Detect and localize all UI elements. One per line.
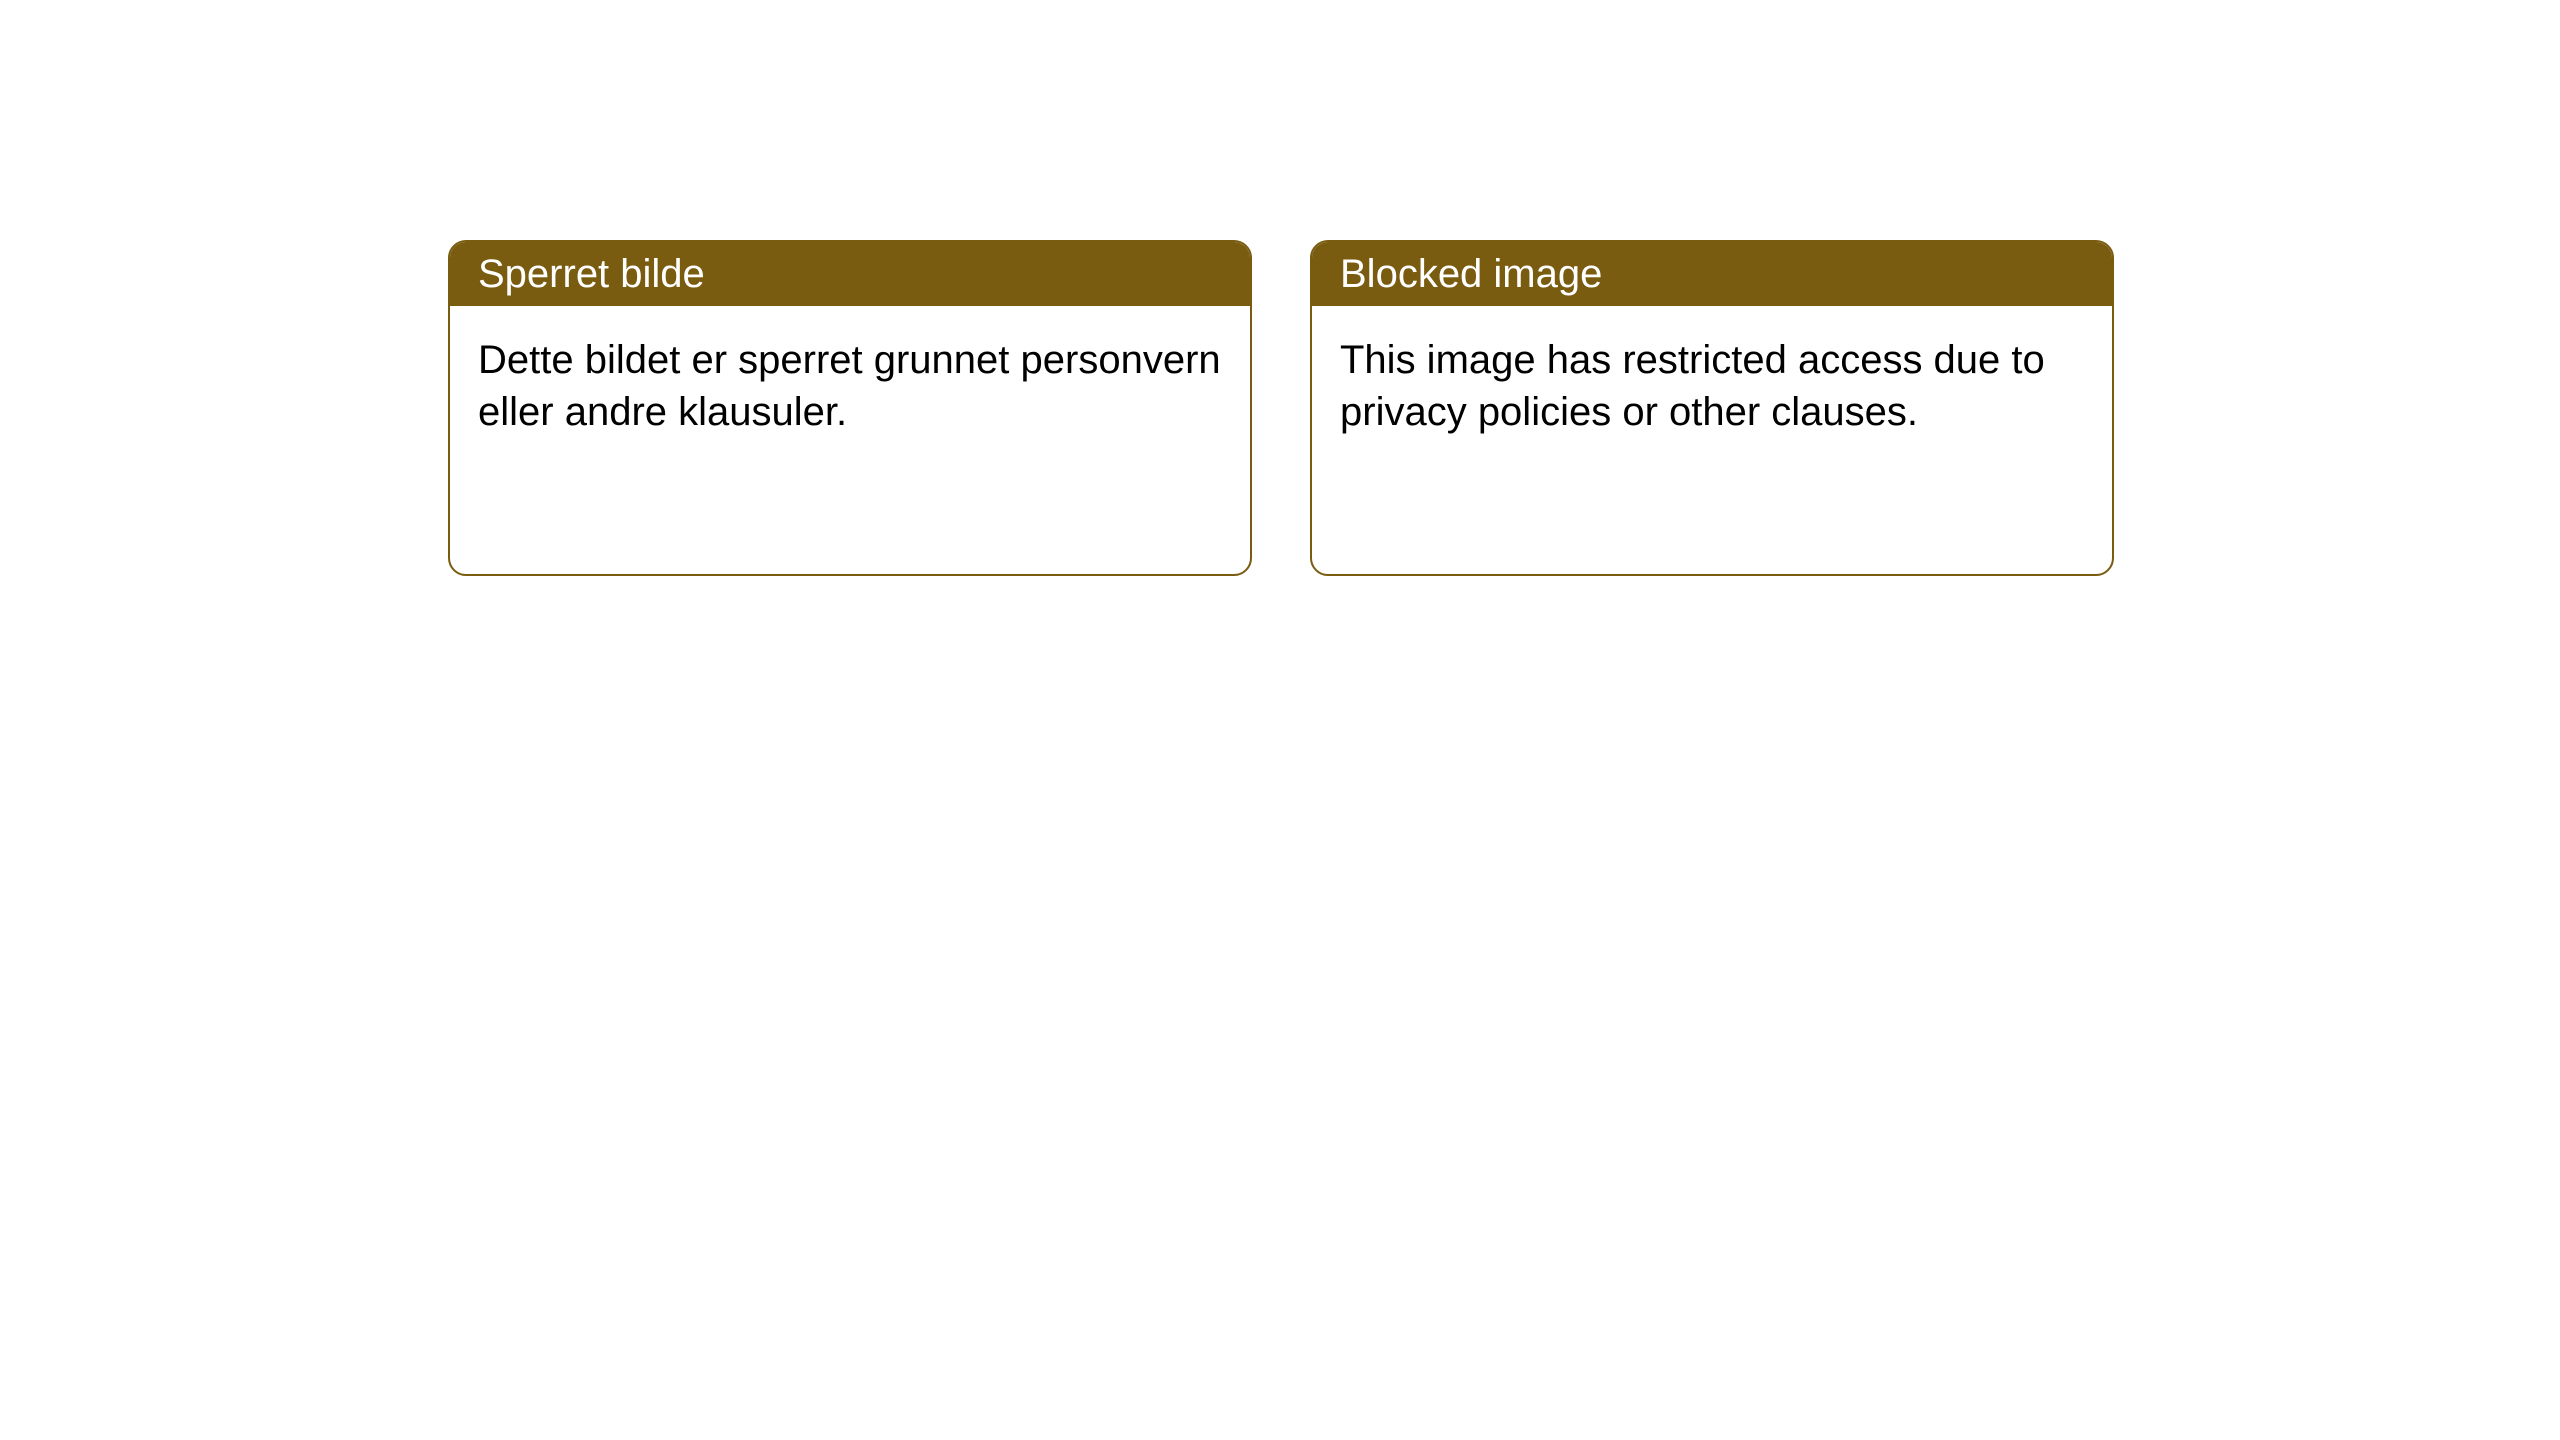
notice-header: Sperret bilde	[450, 242, 1250, 306]
notice-body: Dette bildet er sperret grunnet personve…	[450, 306, 1250, 466]
notice-box-english: Blocked image This image has restricted …	[1310, 240, 2114, 576]
notice-box-norwegian: Sperret bilde Dette bildet er sperret gr…	[448, 240, 1252, 576]
notice-container: Sperret bilde Dette bildet er sperret gr…	[0, 0, 2560, 576]
notice-header: Blocked image	[1312, 242, 2112, 306]
notice-body: This image has restricted access due to …	[1312, 306, 2112, 466]
